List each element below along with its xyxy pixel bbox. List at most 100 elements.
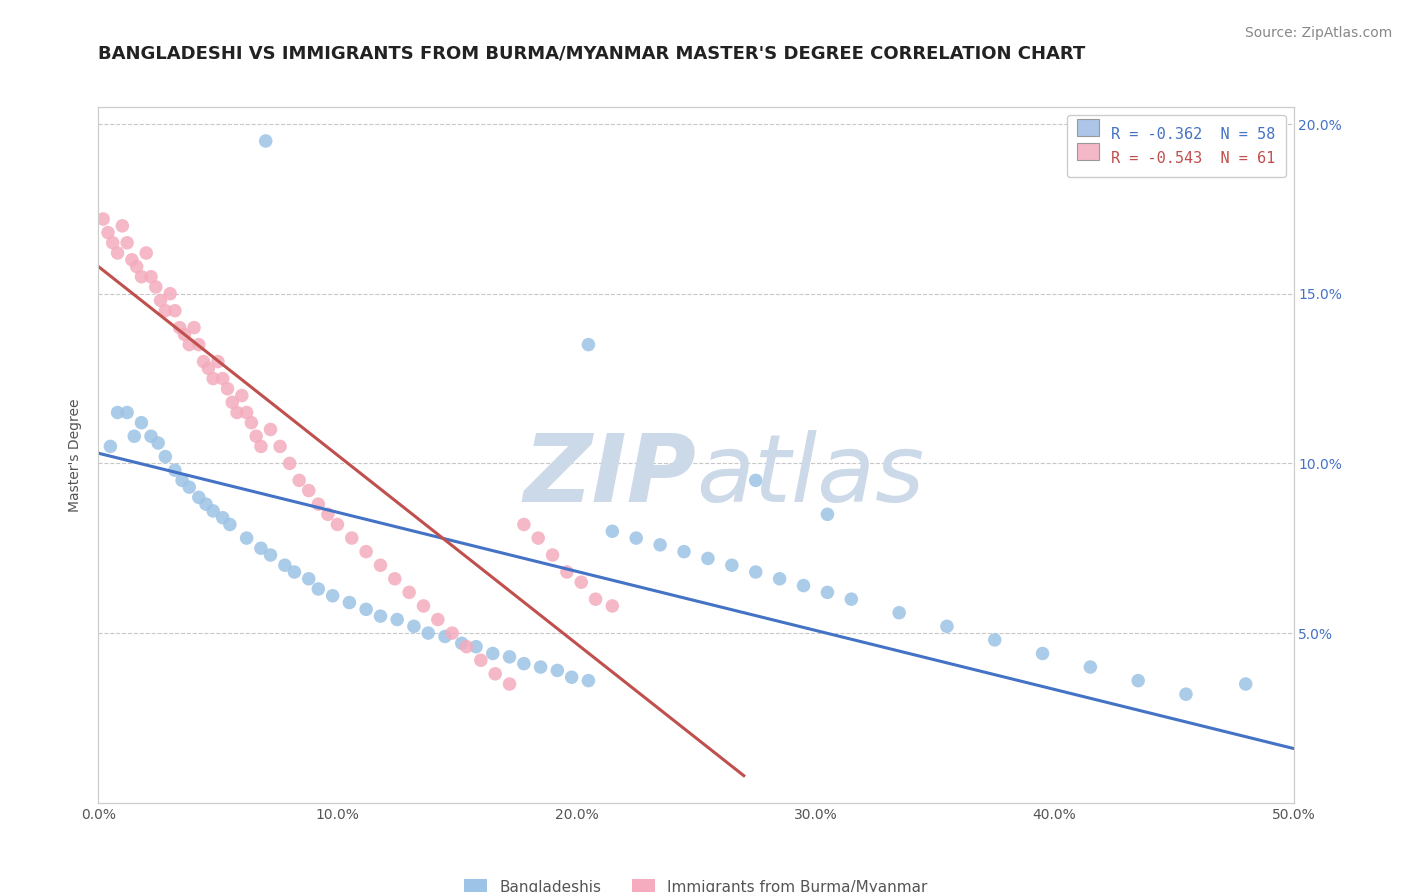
Point	[274, 558, 297, 573]
Point	[211, 371, 233, 385]
Point	[576, 337, 599, 351]
Point	[211, 510, 233, 524]
Legend: Bangladeshis, Immigrants from Burma/Myanmar: Bangladeshis, Immigrants from Burma/Myan…	[458, 873, 934, 892]
Point	[793, 578, 815, 592]
Point	[187, 491, 209, 505]
Point	[219, 517, 242, 532]
Point	[97, 226, 120, 240]
Point	[111, 219, 134, 233]
Point	[183, 320, 205, 334]
Point	[585, 592, 607, 607]
Point	[231, 388, 253, 402]
Point	[259, 548, 281, 562]
Point	[207, 354, 229, 368]
Point	[340, 531, 363, 545]
Point	[576, 673, 599, 688]
Point	[235, 405, 257, 419]
Point	[412, 599, 434, 613]
Point	[235, 531, 257, 545]
Point	[179, 480, 201, 494]
Point	[815, 585, 838, 599]
Point	[745, 474, 768, 488]
Point	[555, 565, 578, 579]
Point	[450, 636, 472, 650]
Point	[124, 429, 146, 443]
Point	[163, 303, 186, 318]
Point	[546, 664, 568, 678]
Point	[433, 630, 456, 644]
Point	[465, 640, 488, 654]
Point	[402, 619, 425, 633]
Point	[148, 436, 170, 450]
Point	[298, 483, 321, 498]
Point	[326, 517, 349, 532]
Point	[139, 269, 162, 284]
Point	[226, 405, 249, 419]
Point	[202, 371, 225, 385]
Point	[841, 592, 863, 607]
Point	[322, 589, 344, 603]
Point	[498, 677, 520, 691]
Point	[354, 602, 377, 616]
Point	[370, 558, 392, 573]
Point	[426, 613, 449, 627]
Point	[179, 337, 201, 351]
Point	[163, 463, 186, 477]
Point	[135, 246, 157, 260]
Point	[768, 572, 790, 586]
Point	[513, 657, 536, 671]
Point	[283, 565, 305, 579]
Point	[101, 235, 124, 250]
Text: ZIP: ZIP	[523, 430, 696, 522]
Point	[470, 653, 492, 667]
Point	[194, 497, 218, 511]
Point	[1175, 687, 1198, 701]
Point	[169, 320, 191, 334]
Point	[354, 544, 377, 558]
Point	[98, 439, 122, 453]
Point	[259, 422, 281, 436]
Point	[370, 609, 392, 624]
Point	[197, 361, 219, 376]
Point	[131, 269, 153, 284]
Point	[602, 524, 624, 539]
Point	[385, 613, 409, 627]
Point	[298, 572, 321, 586]
Point	[145, 280, 167, 294]
Point	[155, 303, 177, 318]
Point	[1128, 673, 1150, 688]
Text: atlas: atlas	[696, 430, 924, 521]
Point	[529, 660, 551, 674]
Point	[673, 544, 696, 558]
Point	[936, 619, 959, 633]
Point	[193, 354, 215, 368]
Point	[441, 626, 464, 640]
Point	[498, 649, 520, 664]
Point	[278, 457, 301, 471]
Point	[456, 640, 478, 654]
Point	[697, 551, 720, 566]
Point	[648, 538, 672, 552]
Point	[561, 670, 583, 684]
Point	[250, 439, 273, 453]
Point	[745, 565, 768, 579]
Point	[316, 508, 339, 522]
Point	[307, 497, 329, 511]
Point	[527, 531, 550, 545]
Point	[288, 474, 311, 488]
Point	[107, 405, 129, 419]
Point	[384, 572, 406, 586]
Point	[889, 606, 911, 620]
Point	[1234, 677, 1257, 691]
Point	[418, 626, 440, 640]
Point	[115, 235, 138, 250]
Point	[121, 252, 143, 267]
Point	[541, 548, 564, 562]
Point	[398, 585, 420, 599]
Point	[149, 293, 172, 308]
Point	[602, 599, 624, 613]
Point	[172, 474, 194, 488]
Point	[155, 450, 177, 464]
Point	[91, 212, 114, 227]
Point	[513, 517, 536, 532]
